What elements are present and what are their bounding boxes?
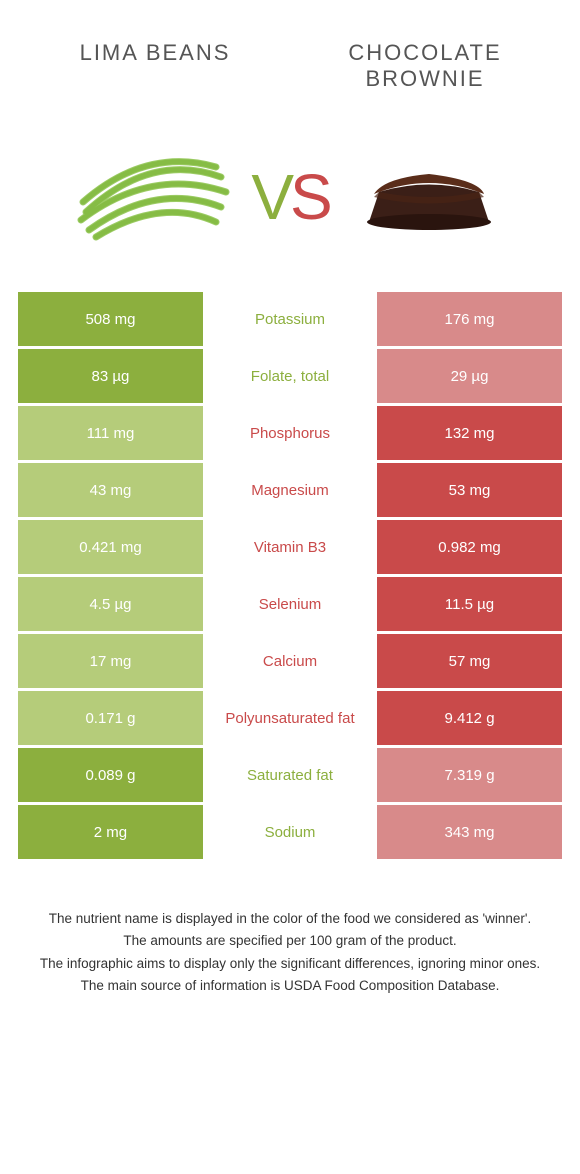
- left-value: 0.171 g: [18, 691, 203, 745]
- nutrient-name: Potassium: [203, 292, 377, 346]
- table-row: 508 mgPotassium176 mg: [18, 292, 562, 346]
- title-row: LIMA BEANS CHOCOLATE BROWNIE: [0, 0, 580, 112]
- vs-v: V: [251, 160, 290, 234]
- right-value: 0.982 mg: [377, 520, 562, 574]
- right-value: 9.412 g: [377, 691, 562, 745]
- left-value: 43 mg: [18, 463, 203, 517]
- table-row: 0.421 mgVitamin B30.982 mg: [18, 520, 562, 574]
- nutrient-name: Phosphorus: [203, 406, 377, 460]
- right-value: 343 mg: [377, 805, 562, 859]
- table-row: 0.171 gPolyunsaturated fat9.412 g: [18, 691, 562, 745]
- nutrient-name: Folate, total: [203, 349, 377, 403]
- food-left-image: [71, 142, 231, 252]
- left-value: 17 mg: [18, 634, 203, 688]
- right-value: 57 mg: [377, 634, 562, 688]
- right-value: 176 mg: [377, 292, 562, 346]
- vs-s: S: [290, 160, 329, 234]
- food-left-title: LIMA BEANS: [20, 40, 290, 92]
- nutrient-name: Calcium: [203, 634, 377, 688]
- left-value: 0.421 mg: [18, 520, 203, 574]
- table-row: 0.089 gSaturated fat7.319 g: [18, 748, 562, 802]
- table-row: 17 mgCalcium57 mg: [18, 634, 562, 688]
- left-value: 508 mg: [18, 292, 203, 346]
- nutrient-name: Vitamin B3: [203, 520, 377, 574]
- footer-line: The amounts are specified per 100 gram o…: [30, 931, 550, 951]
- table-row: 4.5 µgSelenium11.5 µg: [18, 577, 562, 631]
- nutrient-name: Saturated fat: [203, 748, 377, 802]
- right-value: 53 mg: [377, 463, 562, 517]
- footer-notes: The nutrient name is displayed in the co…: [0, 859, 580, 1018]
- nutrient-name: Sodium: [203, 805, 377, 859]
- left-value: 4.5 µg: [18, 577, 203, 631]
- footer-line: The infographic aims to display only the…: [30, 954, 550, 974]
- left-value: 2 mg: [18, 805, 203, 859]
- left-value: 111 mg: [18, 406, 203, 460]
- nutrient-table: 508 mgPotassium176 mg83 µgFolate, total2…: [0, 292, 580, 859]
- right-value: 7.319 g: [377, 748, 562, 802]
- vs-label: VS: [251, 160, 328, 234]
- food-right-title: CHOCOLATE BROWNIE: [290, 40, 560, 92]
- food-right-image: [349, 142, 509, 252]
- table-row: 2 mgSodium343 mg: [18, 805, 562, 859]
- nutrient-name: Polyunsaturated fat: [203, 691, 377, 745]
- left-value: 0.089 g: [18, 748, 203, 802]
- vs-row: VS: [0, 112, 580, 292]
- right-value: 11.5 µg: [377, 577, 562, 631]
- nutrient-name: Selenium: [203, 577, 377, 631]
- footer-line: The nutrient name is displayed in the co…: [30, 909, 550, 929]
- table-row: 83 µgFolate, total29 µg: [18, 349, 562, 403]
- right-value: 29 µg: [377, 349, 562, 403]
- right-value: 132 mg: [377, 406, 562, 460]
- footer-line: The main source of information is USDA F…: [30, 976, 550, 996]
- table-row: 111 mgPhosphorus132 mg: [18, 406, 562, 460]
- nutrient-name: Magnesium: [203, 463, 377, 517]
- left-value: 83 µg: [18, 349, 203, 403]
- table-row: 43 mgMagnesium53 mg: [18, 463, 562, 517]
